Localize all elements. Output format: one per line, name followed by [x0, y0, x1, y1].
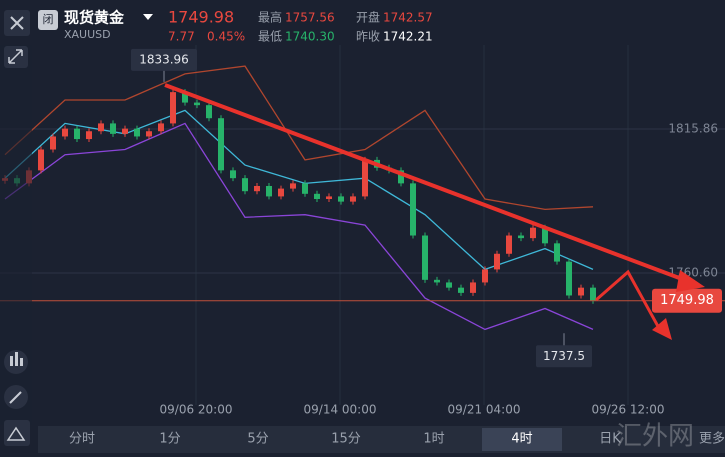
low-box: [536, 345, 592, 368]
candle: [122, 128, 128, 134]
stat-label: 最高: [258, 10, 282, 25]
candle: [62, 128, 68, 137]
candle: [50, 136, 56, 150]
change-pct: 0.45%: [207, 30, 245, 44]
x-tick-label: 09/21 04:00: [448, 403, 521, 417]
candle: [350, 196, 356, 202]
stat-label: 最低: [258, 30, 282, 44]
candle: [158, 123, 164, 132]
candle: [134, 128, 140, 137]
trend-arrow: [164, 83, 705, 340]
candle: [590, 287, 596, 301]
stat-label: 昨收: [356, 30, 380, 44]
tab[interactable]: 5分: [247, 432, 268, 447]
header-bar: [0, 0, 725, 45]
tab-active-bg: [482, 428, 562, 451]
price: 1749.98: [168, 8, 234, 27]
candle: [110, 123, 116, 134]
candle: [494, 253, 500, 270]
plot: 1815.861760.601749.981833.961737.509/06 …: [0, 45, 725, 417]
stat-value: 1740.30: [285, 30, 335, 44]
watermark: 汇外网: [616, 422, 694, 452]
x-tick-label: 09/26 12:00: [592, 403, 665, 417]
tab[interactable]: 15分: [331, 432, 361, 447]
stat-value: 1742.57: [383, 11, 433, 25]
tab[interactable]: 更多: [699, 431, 725, 447]
candle: [422, 235, 428, 280]
candle: [470, 282, 476, 293]
candle: [578, 287, 584, 296]
candle: [98, 123, 104, 132]
x-tick-label: 09/14 00:00: [304, 403, 377, 417]
candle: [482, 269, 488, 283]
stats: 最高 1757.56 开盘 1742.57 最低 1740.30 昨收 1742.21: [258, 10, 433, 44]
candle: [302, 183, 308, 194]
stat-label: 开盘: [356, 10, 380, 25]
candle: [74, 128, 80, 140]
x-tick-label: 09/06 20:00: [160, 403, 233, 417]
y-tick-label: 1815.86: [668, 121, 718, 135]
draw-button[interactable]: [4, 385, 28, 409]
candle: [446, 282, 452, 288]
high-label: 1833.96: [139, 52, 189, 66]
candle: [278, 188, 284, 197]
candle: [458, 287, 464, 293]
low-label: 1737.5: [543, 349, 585, 363]
candle: [554, 243, 560, 262]
candle: [542, 227, 548, 244]
candle: [530, 227, 536, 239]
tab[interactable]: 1时: [423, 432, 444, 447]
candle: [566, 261, 572, 296]
candle: [326, 196, 332, 200]
candle: [218, 118, 224, 171]
candle: [434, 279, 440, 283]
tools-button[interactable]: [4, 420, 30, 446]
candle: [398, 170, 404, 184]
badge-bg: [38, 10, 58, 30]
instrument-name[interactable]: 现货黄金: [64, 9, 125, 27]
candle: [314, 193, 320, 200]
tabs: 分时 1分 5分 15分 1时 4时 日K 更多: [69, 428, 725, 451]
candle: [290, 183, 296, 189]
candle: [518, 235, 524, 239]
stat-value: 1742.21: [383, 30, 433, 44]
candle: [230, 170, 236, 179]
tab-bar: [38, 426, 725, 453]
symbol: XAUUSD: [64, 28, 111, 41]
tab[interactable]: 日K: [599, 432, 621, 447]
high-box: [131, 48, 197, 71]
dropdown-caret[interactable]: [143, 14, 153, 20]
candle: [182, 92, 188, 103]
candle: [254, 185, 260, 192]
badge: 闭: [43, 13, 54, 26]
candle: [506, 235, 512, 254]
tab[interactable]: 1分: [159, 432, 180, 447]
candle: [338, 196, 344, 202]
candle: [362, 159, 368, 197]
current-box: [652, 288, 722, 313]
indicator-button[interactable]: [4, 350, 28, 374]
candle: [206, 105, 212, 119]
change: 7.77: [168, 30, 195, 44]
stat-value: 1757.56: [285, 11, 335, 25]
candle: [86, 131, 92, 140]
candle: [266, 185, 272, 197]
tab[interactable]: 分时: [69, 432, 95, 447]
candle: [170, 92, 176, 124]
lower-band: [4, 122, 594, 331]
upper-band: [4, 65, 594, 211]
candle: [38, 149, 44, 171]
tab[interactable]: 4时: [511, 432, 532, 447]
expand-button[interactable]: [4, 46, 28, 68]
close-button[interactable]: [4, 10, 30, 36]
current-label: 1749.98: [660, 293, 714, 308]
candle: [146, 131, 152, 137]
candle: [410, 183, 416, 236]
candle: [242, 178, 248, 192]
candle: [194, 102, 200, 106]
